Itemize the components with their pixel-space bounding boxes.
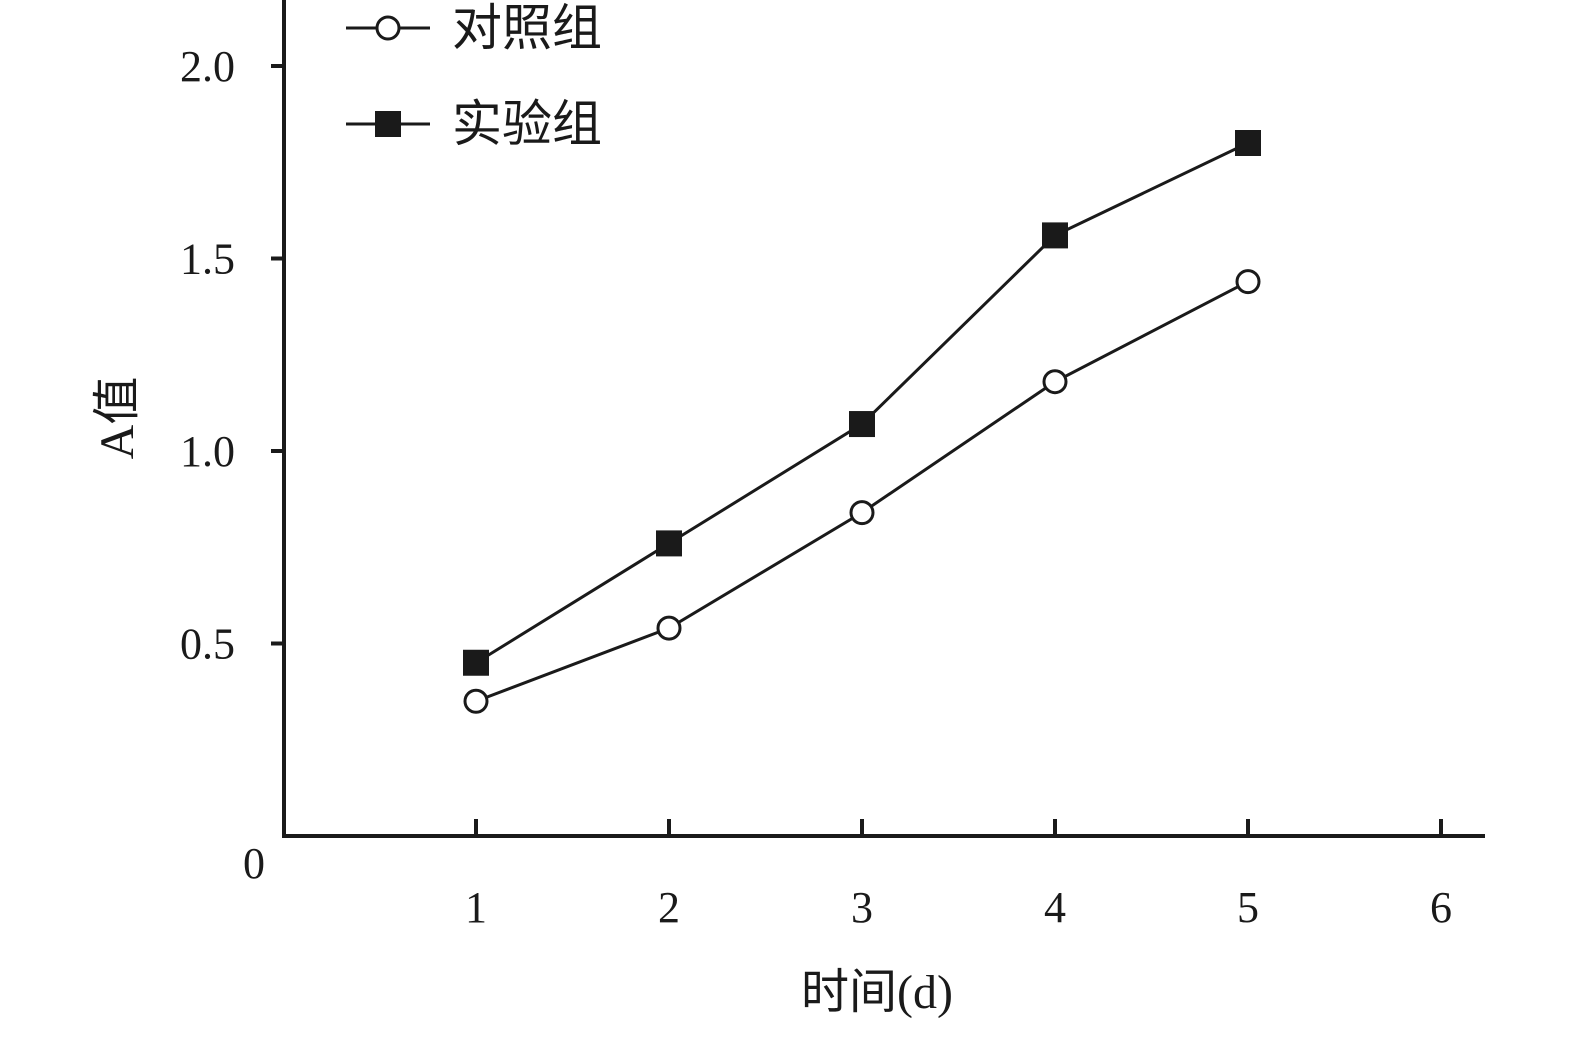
data-point-marker: [656, 615, 682, 641]
y-tick-label: 1.0: [180, 427, 235, 476]
legend-label: 对照组: [452, 0, 602, 56]
y-tick-label: 1.5: [180, 235, 235, 284]
x-tick-label: 6: [1430, 883, 1452, 932]
series-line: [475, 141, 1249, 665]
series-line: [475, 280, 1249, 703]
y-tick-label: 2.0: [180, 42, 235, 91]
x-ticks: 1 2 3 4 5 6: [465, 819, 1452, 932]
legend-label: 实验组: [452, 96, 602, 152]
axes: 0 0.5 1.0 1.5 2.0 1 2 3 4 5 6 时间(d) A值: [91, 0, 1485, 1019]
legend-item: 对照组: [346, 0, 602, 56]
y-ticks: 0.5 1.0 1.5 2.0: [180, 42, 284, 669]
legend-marker: [375, 15, 401, 41]
data-point-marker: [463, 688, 489, 714]
x-tick-label: 2: [658, 883, 680, 932]
x-tick-label: 4: [1044, 883, 1066, 932]
data-point-marker: [1235, 130, 1261, 156]
series-experiment: [463, 130, 1261, 676]
x-tick-label: 5: [1237, 883, 1259, 932]
x-tick-label: 3: [851, 883, 873, 932]
legend-marker: [375, 111, 401, 137]
data-point-marker: [849, 500, 875, 526]
data-point-marker: [1042, 222, 1068, 249]
plot-series: [463, 130, 1261, 714]
series-control: [463, 269, 1261, 714]
legend-item: 实验组: [346, 96, 602, 152]
data-point-marker: [656, 530, 682, 557]
y-axis-title: A值: [91, 377, 144, 460]
data-point-marker: [1042, 369, 1068, 395]
x-axis-title: 时间(d): [801, 966, 953, 1019]
data-point-marker: [463, 649, 489, 676]
y-tick-label: 0.5: [180, 620, 235, 669]
data-point-marker: [1235, 269, 1261, 295]
data-point-marker: [849, 411, 875, 438]
origin-label: 0: [243, 839, 265, 888]
x-tick-label: 1: [465, 883, 487, 932]
